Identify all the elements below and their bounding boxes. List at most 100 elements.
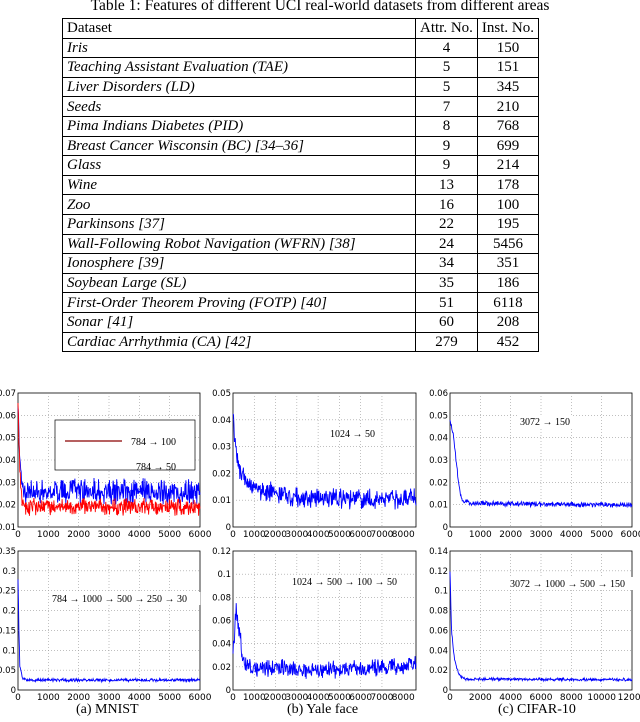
y-tick-label: 0.03: [0, 478, 16, 488]
x-tick-label: 3000: [285, 693, 308, 703]
subcaption-cifar: (c) CIFAR-10: [498, 702, 576, 717]
table-caption: Table 1: Features of different UCI real-…: [90, 0, 550, 14]
x-tick-label: 3000: [285, 530, 308, 540]
chart-0: 0 1000 2000 3000 4000 5000 6000 0.01 0.02 0.03 0.0…: [0, 389, 212, 540]
dataset-cell: Pima Indians Diabetes (PID): [62, 115, 416, 137]
x-tick-label: 6000: [189, 530, 212, 540]
attr-cell: 51: [415, 292, 478, 313]
y-tick-label: 0.06: [0, 411, 16, 421]
x-tick-label: 0: [230, 530, 236, 540]
y-tick-label: 0.08: [212, 593, 231, 603]
y-tick-label: 0.15: [0, 626, 16, 636]
inst-cell: 208: [476, 311, 540, 333]
annotation-label: 3072 → 1000 → 500 → 150: [510, 579, 625, 590]
y-tick-label: 0.04: [429, 646, 448, 656]
datasets-table: Dataset Attr. No. Inst. No. Iris 4 150 Teachin…: [62, 18, 540, 353]
x-tick-label: 4000: [307, 530, 330, 540]
annotation-bg: [517, 415, 573, 428]
x-tick-label: 1000: [469, 530, 492, 540]
legend-box: [54, 419, 196, 471]
x-tick-label: 5000: [590, 530, 613, 540]
x-tick-label: 2000: [264, 693, 287, 703]
y-tick-label: 0.03: [429, 456, 448, 466]
subcaption-yale: (b) Yale face: [287, 702, 359, 717]
inst-cell: 452: [476, 331, 540, 353]
inst-cell: 210: [476, 96, 540, 117]
dataset-cell: Glass: [62, 155, 416, 176]
y-tick-label: 0.05: [212, 389, 231, 399]
y-tick-label: 0.1: [2, 646, 16, 656]
y-tick-label: 0.02: [212, 663, 231, 673]
annotation-bg: [327, 427, 378, 440]
y-tick-label: 0.02: [429, 478, 448, 488]
y-tick-label: 0.03: [212, 443, 231, 453]
annotation-label: 3072 → 150: [520, 417, 570, 428]
dataset-cell: Wine: [62, 174, 416, 196]
y-tick-label: 0: [11, 686, 16, 696]
y-tick-label: 0.14: [429, 547, 448, 557]
dataset-cell: Liver Disorders (LD): [62, 76, 416, 98]
table-row: Seeds 7 210: [62, 96, 540, 117]
table-row: Liver Disorders (LD) 5 345: [62, 76, 540, 98]
subcaption-mnist: (a) MNIST: [76, 702, 139, 717]
x-tick-label: 7000: [371, 693, 394, 703]
table-row: First-Order Theorem Proving (FOTP) [40] 5…: [62, 292, 540, 313]
x-tick-label: 1000: [243, 693, 266, 703]
x-tick-label: 2000: [469, 693, 492, 703]
attr-cell: Attr. No.: [415, 18, 478, 39]
inst-cell: 699: [476, 135, 540, 157]
y-tick-label: 0.06: [429, 389, 448, 399]
series-line: [232, 413, 417, 510]
chart-2: 0 1000 2000 3000 4000 5000 6000 0 0.01 0.02 0.03 0.…: [429, 389, 640, 540]
annotation-label: 1024 → 500 → 100 → 50: [292, 577, 397, 588]
table-header-row: Dataset Attr. No. Inst. No.: [62, 18, 540, 39]
x-tick-label: 0: [15, 693, 21, 703]
x-tick-label: 2000: [264, 530, 287, 540]
x-tick-label: 2000: [67, 530, 90, 540]
x-tick-label: 6000: [189, 693, 212, 703]
y-tick-label: 0: [443, 686, 448, 696]
dataset-cell: Cardiac Arrhythmia (CA) [42]: [62, 331, 416, 353]
table-row: Wine 13 178: [62, 174, 540, 196]
y-tick-label: 0.05: [0, 434, 16, 444]
x-tick-label: 6000: [530, 693, 553, 703]
x-tick-label: 6000: [621, 530, 640, 540]
x-tick-label: 5000: [328, 693, 351, 703]
x-tick-label: 4000: [128, 530, 151, 540]
x-tick-label: 0: [447, 693, 453, 703]
plot-area: [232, 392, 417, 528]
x-tick-label: 4000: [499, 693, 522, 703]
x-tick-label: 2000: [67, 693, 90, 703]
dataset-cell: Ionosphere [39]: [62, 253, 416, 274]
annotation-bg: [507, 577, 636, 590]
table-row: Breast Cancer Wisconsin (BC) [34–36] 9 699: [62, 135, 540, 157]
y-tick-label: 0.1: [217, 570, 231, 580]
legend-label: 784 → 100: [131, 437, 176, 448]
y-tick-label: 0.1: [434, 587, 448, 597]
dataset-cell: Breast Cancer Wisconsin (BC) [34–36]: [62, 135, 416, 157]
y-tick-label: 0.01: [429, 501, 448, 511]
x-tick-label: 0: [15, 530, 21, 540]
y-tick-label: 0.04: [0, 456, 16, 466]
series-line: [17, 579, 201, 684]
x-tick-label: 8000: [392, 530, 415, 540]
x-tick-label: 8000: [392, 693, 415, 703]
table-row: Teaching Assistant Evaluation (TAE) 5 151: [62, 57, 540, 78]
x-tick-label: 2000: [499, 530, 522, 540]
y-tick-label: 0.07: [0, 389, 16, 399]
attr-cell: 279: [415, 331, 478, 353]
x-tick-label: 8000: [560, 693, 583, 703]
x-tick-label: 5000: [158, 693, 181, 703]
legend-label: 784 → 50: [136, 462, 176, 473]
x-tick-label: 3000: [530, 530, 553, 540]
y-tick-label: 0.35: [0, 547, 16, 557]
inst-cell: 151: [476, 57, 540, 78]
x-tick-label: 4000: [307, 693, 330, 703]
x-tick-label: 5000: [158, 530, 181, 540]
attr-cell: 34: [415, 253, 478, 274]
x-tick-label: 1000: [243, 530, 266, 540]
y-tick-label: 0.25: [0, 587, 16, 597]
series-line: [449, 420, 633, 509]
